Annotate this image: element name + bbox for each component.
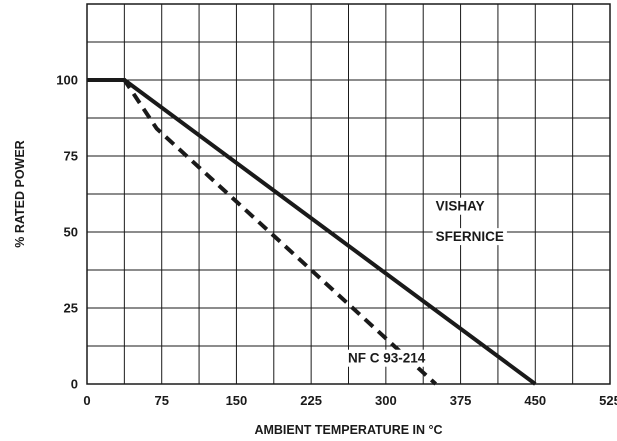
annotation-label: NF C 93-214 — [348, 351, 426, 366]
x-tick-label: 75 — [154, 393, 168, 408]
x-axis-label: AMBIENT TEMPERATURE IN °C — [254, 423, 442, 437]
y-tick-label: 100 — [56, 73, 78, 88]
plot-frame — [86, 3, 611, 385]
y-tick-label: 0 — [71, 377, 78, 392]
annotation-label: VISHAY — [436, 199, 485, 214]
annotations: VISHAY SFERNICE NF C 93-214 — [345, 197, 507, 367]
x-tick-label: 225 — [300, 393, 322, 408]
y-tick-label: 50 — [64, 225, 78, 240]
y-tick-label: 75 — [64, 149, 78, 164]
x-tick-label: 0 — [83, 393, 90, 408]
y-axis-ticks: 0 25 50 75 100 — [56, 73, 78, 392]
x-tick-label: 375 — [450, 393, 472, 408]
x-axis-ticks: 0 75 150 225 300 375 450 525 — [83, 393, 617, 408]
y-tick-label: 25 — [64, 301, 78, 316]
annotation-background — [345, 349, 429, 367]
series-layer — [87, 78, 537, 386]
x-tick-label: 300 — [375, 393, 397, 408]
x-tick-label: 150 — [226, 393, 248, 408]
x-tick-label: 450 — [524, 393, 546, 408]
x-tick-label: 525 — [599, 393, 617, 408]
annotation-label: SFERNICE — [436, 229, 504, 244]
annotation-background — [432, 228, 507, 246]
grid-lines — [87, 4, 610, 384]
annotation-background — [432, 197, 488, 215]
y-axis-label: % RATED POWER — [13, 140, 27, 247]
series-line-nf-c-93-214 — [87, 78, 438, 386]
